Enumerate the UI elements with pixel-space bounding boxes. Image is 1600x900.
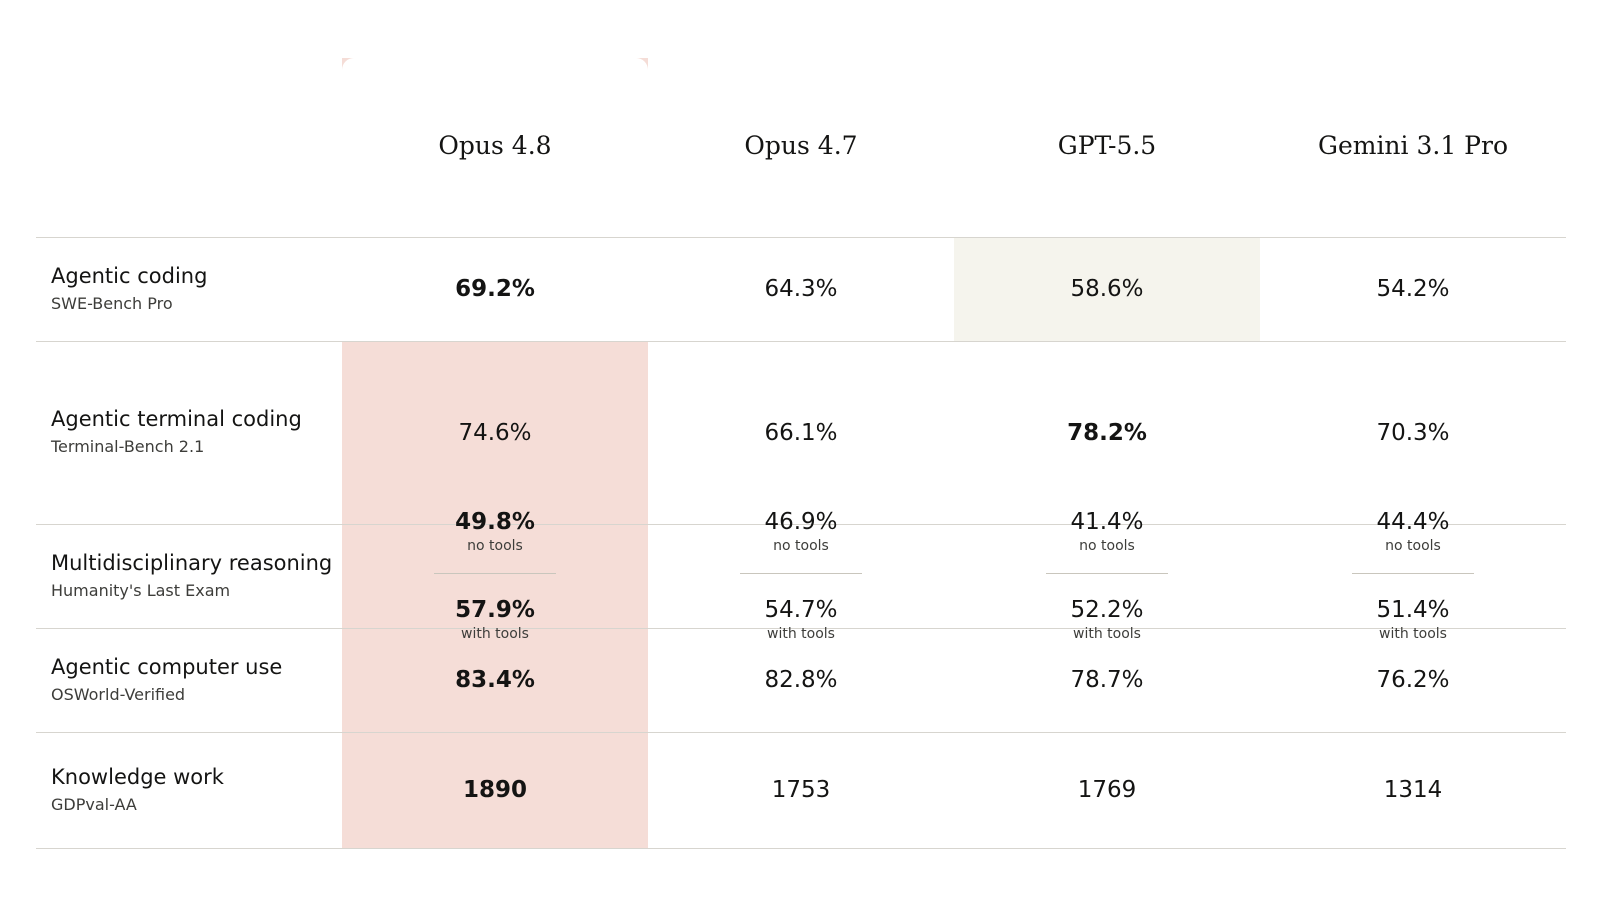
split-score-cell: 41.4% no tools 52.2% with tools xyxy=(954,509,1260,642)
cell-divider xyxy=(434,573,556,574)
column-header-model: GPT-5.5 xyxy=(1057,131,1157,160)
score-cell: 64.3% xyxy=(764,276,838,302)
score-cell: 82.8% xyxy=(764,667,838,693)
best-score-cell-gpt xyxy=(954,237,1260,341)
benchmark-name: OSWorld-Verified xyxy=(51,684,186,704)
score-cell: 70.3% xyxy=(1376,419,1450,446)
note-with-tools: with tools xyxy=(1073,626,1141,642)
benchmark-category: Agentic computer use xyxy=(51,654,283,679)
benchmark-category: Knowledge work xyxy=(51,764,224,789)
benchmark-category: Multidisciplinary reasoning xyxy=(51,550,333,575)
benchmark-category: Agentic coding xyxy=(51,263,208,288)
cell-divider xyxy=(1352,573,1474,574)
cell-divider xyxy=(1046,573,1168,574)
row-label: Agentic coding SWE-Bench Pro xyxy=(37,237,342,341)
score-cell: 1890 xyxy=(462,777,527,803)
score-cell: 74.6% xyxy=(458,419,532,446)
score-cell: 58.6% xyxy=(1070,276,1144,302)
score-cell: 78.7% xyxy=(1070,667,1144,693)
score-cell: 54.2% xyxy=(1376,276,1450,302)
score-no-tools: 49.8% xyxy=(455,509,535,535)
score-cell: 1769 xyxy=(1077,777,1137,803)
benchmark-name: SWE-Bench Pro xyxy=(51,293,173,313)
split-score-cell: 44.4% no tools 51.4% with tools xyxy=(1260,509,1566,642)
note-with-tools: with tools xyxy=(461,626,529,642)
note-with-tools: with tools xyxy=(767,626,835,642)
note-no-tools: no tools xyxy=(773,538,829,554)
benchmark-name: GDPval-AA xyxy=(51,794,137,814)
highlight-column-unhighlighted-cell xyxy=(342,237,648,341)
note-no-tools: no tools xyxy=(467,538,523,554)
score-no-tools: 46.9% xyxy=(764,509,838,535)
note-with-tools: with tools xyxy=(1379,626,1447,642)
score-with-tools: 52.2% xyxy=(1070,597,1144,623)
row-divider xyxy=(36,732,1566,733)
cell-divider xyxy=(740,573,862,574)
benchmark-name: Humanity's Last Exam xyxy=(51,580,231,600)
row-divider xyxy=(36,628,1566,629)
benchmark-name: Terminal-Bench 2.1 xyxy=(51,437,205,456)
score-cell: 66.1% xyxy=(764,419,838,446)
score-cell: 1753 xyxy=(771,777,831,803)
score-cell: 1314 xyxy=(1383,777,1443,803)
column-header-model: Gemini 3.1 Pro xyxy=(1317,131,1509,160)
note-no-tools: no tools xyxy=(1385,538,1441,554)
highlight-column-header-bg xyxy=(342,58,648,237)
score-no-tools: 44.4% xyxy=(1376,509,1450,535)
score-cell: 78.2% xyxy=(1067,419,1147,446)
row-label: Agentic terminal coding Terminal-Bench 2… xyxy=(37,341,342,524)
note-no-tools: no tools xyxy=(1079,538,1135,554)
column-header-model: Opus 4.8 xyxy=(438,131,552,160)
row-divider xyxy=(36,341,1566,342)
score-cell: 83.4% xyxy=(455,667,535,693)
score-with-tools: 54.7% xyxy=(764,597,838,623)
score-with-tools: 51.4% xyxy=(1376,597,1450,623)
column-header-model: Opus 4.7 xyxy=(744,131,858,160)
row-divider xyxy=(36,524,1566,525)
row-label: Multidisciplinary reasoning Humanity's L… xyxy=(37,524,342,628)
row-label: Knowledge work GDPval-AA xyxy=(37,732,342,848)
benchmark-category: Agentic terminal coding xyxy=(51,407,302,431)
score-with-tools: 57.9% xyxy=(455,597,535,623)
score-no-tools: 41.4% xyxy=(1070,509,1144,535)
split-score-cell: 49.8% no tools 57.9% with tools xyxy=(342,509,648,642)
score-cell: 69.2% xyxy=(455,276,535,302)
row-divider xyxy=(36,237,1566,238)
score-cell: 76.2% xyxy=(1376,667,1450,693)
row-label: Agentic computer use OSWorld-Verified xyxy=(37,628,342,732)
split-score-cell: 46.9% no tools 54.7% with tools xyxy=(648,509,954,642)
